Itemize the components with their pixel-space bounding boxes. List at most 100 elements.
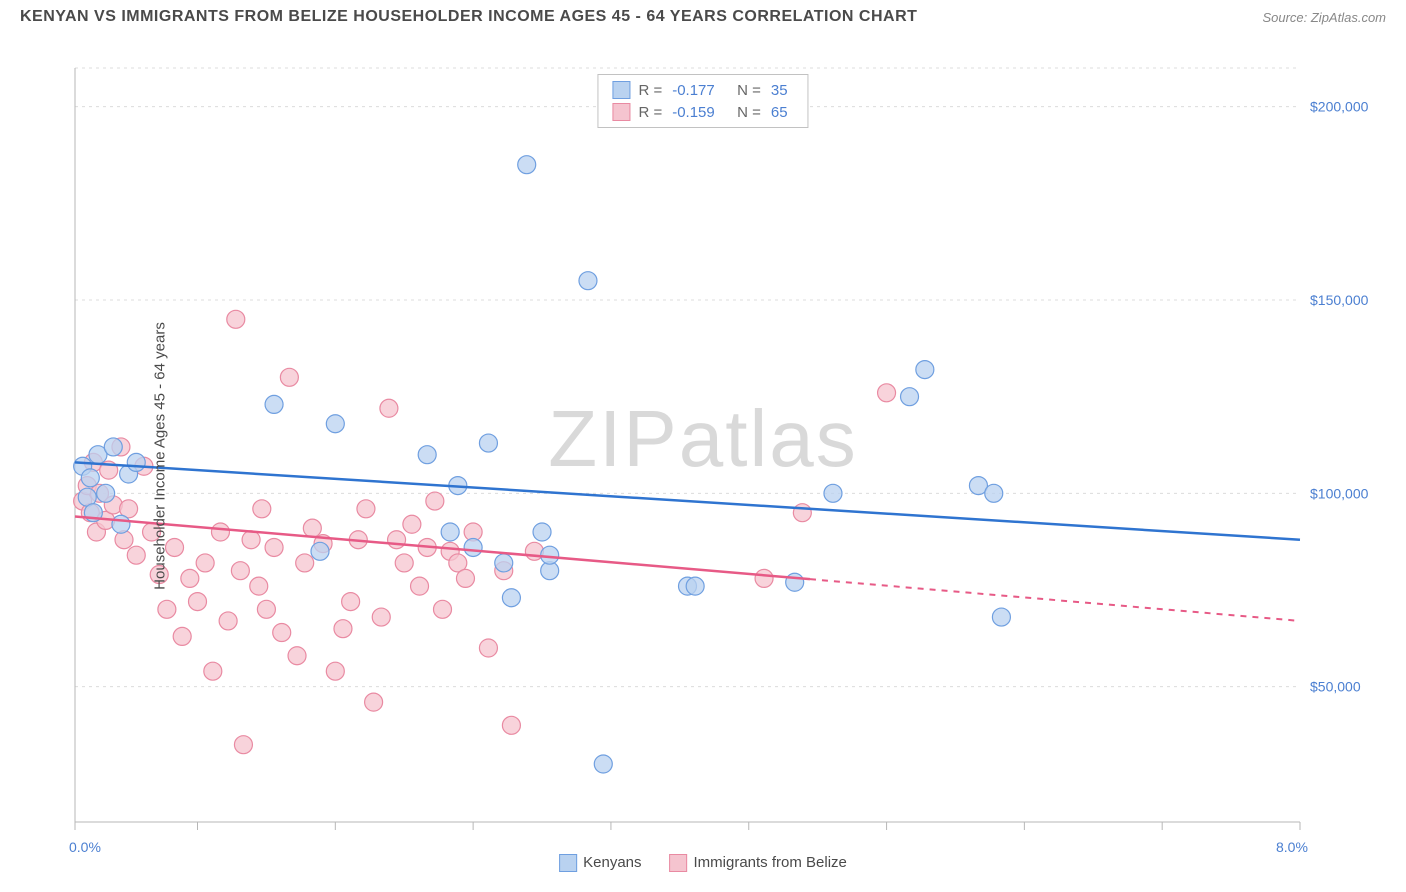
data-point <box>502 589 520 607</box>
data-point <box>686 577 704 595</box>
data-point <box>992 608 1010 626</box>
data-point <box>411 577 429 595</box>
data-point <box>786 573 804 591</box>
data-point <box>127 453 145 471</box>
stat-r-label: R = <box>638 104 662 121</box>
y-tick-label: $100,000 <box>1310 485 1369 501</box>
data-point <box>115 531 133 549</box>
data-point <box>311 542 329 560</box>
data-point <box>441 523 459 541</box>
stats-legend-box: R = -0.177 N = 35R = -0.159 N = 65 <box>597 74 808 128</box>
stat-r-label: R = <box>638 82 662 99</box>
data-point <box>303 519 321 537</box>
data-point <box>288 647 306 665</box>
y-tick-label: $50,000 <box>1310 679 1361 695</box>
data-point <box>395 554 413 572</box>
chart-area: Householder Income Ages 45 - 64 years ZI… <box>20 40 1386 872</box>
data-point <box>901 388 919 406</box>
data-point <box>127 546 145 564</box>
stat-n-value: 65 <box>771 104 788 121</box>
data-point <box>81 469 99 487</box>
data-point <box>502 716 520 734</box>
data-point <box>296 554 314 572</box>
y-tick-label: $150,000 <box>1310 292 1369 308</box>
data-point <box>357 500 375 518</box>
data-point <box>878 384 896 402</box>
series-legend: Kenyans Immigrants from Belize <box>559 854 847 872</box>
chart-title: KENYAN VS IMMIGRANTS FROM BELIZE HOUSEHO… <box>20 8 917 26</box>
legend-swatch <box>559 854 577 872</box>
data-point <box>464 538 482 556</box>
data-point <box>250 577 268 595</box>
data-point <box>434 600 452 618</box>
legend-label: Kenyans <box>583 854 641 871</box>
scatter-plot: $50,000 $100,000 $150,000 $200,000 0.0% 8.0% <box>20 40 1386 872</box>
legend-swatch <box>670 854 688 872</box>
series-swatch <box>612 103 630 121</box>
data-point <box>189 593 207 611</box>
data-point <box>326 415 344 433</box>
data-point <box>479 639 497 657</box>
data-point <box>97 484 115 502</box>
data-point <box>824 484 842 502</box>
data-point <box>219 612 237 630</box>
data-point <box>204 662 222 680</box>
stats-row: R = -0.177 N = 35 <box>612 79 793 101</box>
data-point <box>173 627 191 645</box>
data-point <box>594 755 612 773</box>
data-point <box>388 531 406 549</box>
legend-item: Kenyans <box>559 854 641 872</box>
legend-item: Immigrants from Belize <box>670 854 847 872</box>
data-point <box>518 156 536 174</box>
data-point <box>380 399 398 417</box>
data-point <box>579 272 597 290</box>
trend-line-extrapolated <box>810 579 1300 621</box>
x-tick-end: 8.0% <box>1276 839 1308 855</box>
data-point <box>112 515 130 533</box>
data-point <box>365 693 383 711</box>
data-point <box>253 500 271 518</box>
data-point <box>231 562 249 580</box>
data-point <box>985 484 1003 502</box>
data-point <box>418 446 436 464</box>
trend-line <box>75 517 810 580</box>
stat-n-label: N = <box>729 82 761 99</box>
data-point <box>257 600 275 618</box>
data-point <box>211 523 229 541</box>
data-point <box>265 395 283 413</box>
data-point <box>265 538 283 556</box>
data-point <box>479 434 497 452</box>
data-point <box>372 608 390 626</box>
stat-r-value: -0.177 <box>672 82 715 99</box>
y-axis-label: Householder Income Ages 45 - 64 years <box>151 322 168 590</box>
stat-r-value: -0.159 <box>672 104 715 121</box>
data-point <box>234 736 252 754</box>
legend-label: Immigrants from Belize <box>694 854 847 871</box>
data-point <box>426 492 444 510</box>
data-point <box>916 361 934 379</box>
stats-row: R = -0.159 N = 65 <box>612 101 793 123</box>
series-swatch <box>612 81 630 99</box>
data-point <box>793 504 811 522</box>
data-point <box>456 569 474 587</box>
stat-n-label: N = <box>729 104 761 121</box>
data-point <box>495 554 513 572</box>
data-point <box>242 531 260 549</box>
x-tick-start: 0.0% <box>69 839 101 855</box>
data-point <box>273 624 291 642</box>
data-point <box>280 368 298 386</box>
stat-n-value: 35 <box>771 82 788 99</box>
data-point <box>326 662 344 680</box>
y-tick-label: $200,000 <box>1310 99 1369 115</box>
data-point <box>227 310 245 328</box>
data-point <box>342 593 360 611</box>
data-point <box>104 438 122 456</box>
source-attribution: Source: ZipAtlas.com <box>1262 10 1386 25</box>
data-point <box>755 569 773 587</box>
data-point <box>403 515 421 533</box>
data-point <box>181 569 199 587</box>
data-point <box>158 600 176 618</box>
data-point <box>533 523 551 541</box>
data-point <box>196 554 214 572</box>
data-point <box>334 620 352 638</box>
